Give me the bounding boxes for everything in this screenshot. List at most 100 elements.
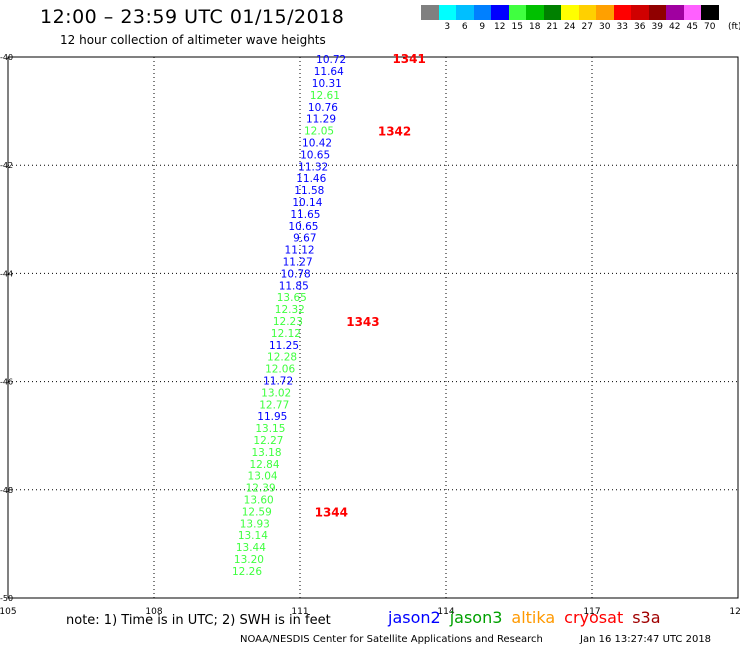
color-scale-swatch — [561, 5, 579, 20]
credit-text: NOAA/NESDIS Center for Satellite Applica… — [240, 634, 543, 645]
wave-height-label: 13.44 — [236, 542, 266, 554]
wave-height-label: 10.65 — [300, 149, 330, 161]
color-scale-label: 12 — [494, 22, 506, 32]
wave-height-label: 13.14 — [238, 530, 268, 542]
wave-height-label: 12.32 — [275, 304, 305, 316]
wave-height-label: 11.72 — [263, 376, 293, 388]
wave-height-label: 11.46 — [296, 173, 326, 185]
wave-height-label: 12.26 — [232, 566, 262, 578]
wave-height-label: 11.29 — [306, 114, 336, 126]
wave-height-label: 11.27 — [283, 256, 313, 268]
wave-height-label: 10.72 — [316, 54, 346, 66]
wave-height-label: 11.32 — [298, 161, 328, 173]
wave-height-label: 11.25 — [269, 340, 299, 352]
y-tick-label: -44 — [0, 269, 13, 278]
wave-height-label: 12.59 — [242, 506, 272, 518]
satellite-legend-item: jason3 — [449, 608, 503, 627]
wave-height-label: 13.20 — [234, 554, 264, 566]
pass-number-label: 1341 — [392, 52, 425, 66]
wave-height-label: 13.04 — [248, 471, 278, 483]
wave-height-label: 11.58 — [294, 185, 324, 197]
color-scale-label: 45 — [686, 22, 698, 32]
color-scale-unit: (ft) — [728, 22, 740, 32]
satellite-legend-item: s3a — [632, 608, 661, 627]
color-scale-label: 42 — [669, 22, 681, 32]
wave-height-label: 10.42 — [302, 137, 332, 149]
x-tick-label: 105 — [0, 607, 17, 617]
wave-height-label: 13.65 — [277, 292, 307, 304]
color-scale-swatch — [683, 5, 701, 20]
color-scale-swatch — [526, 5, 544, 20]
color-scale-swatch — [666, 5, 684, 20]
color-scale-swatch — [543, 5, 561, 20]
note-text: note: 1) Time is in UTC; 2) SWH is in fe… — [66, 613, 331, 628]
x-tick-label: 117 — [583, 607, 600, 617]
wave-height-label: 12.27 — [253, 435, 283, 447]
wave-height-label: 11.12 — [285, 245, 315, 257]
plot-frame — [7, 56, 739, 599]
wave-height-label: 10.78 — [281, 268, 311, 280]
color-scale-swatch — [596, 5, 614, 20]
wave-height-label: 11.95 — [257, 411, 287, 423]
color-scale-swatch — [421, 5, 439, 20]
y-tick-label: -50 — [0, 594, 13, 603]
wave-height-label: 13.93 — [240, 518, 270, 530]
color-scale-label: 21 — [546, 22, 558, 32]
wave-height-label: 10.14 — [292, 197, 322, 209]
color-scale-label: 39 — [651, 22, 663, 32]
wave-height-label: 11.64 — [314, 66, 344, 78]
pass-number-label: 1343 — [346, 315, 379, 329]
satellite-legend: jason2 jason3 altika cryosat s3a — [388, 608, 670, 627]
satellite-legend-item: cryosat — [564, 608, 624, 627]
x-tick-label: 108 — [145, 607, 162, 617]
color-scale-swatch — [491, 5, 509, 20]
wave-height-label: 13.02 — [261, 387, 291, 399]
wave-height-label: 12.39 — [246, 483, 276, 495]
color-scale-label: 9 — [479, 22, 486, 32]
color-scale-swatch — [648, 5, 666, 20]
color-scale-label: 70 — [704, 22, 716, 32]
y-tick-label: -46 — [0, 378, 13, 387]
wave-height-label: 13.15 — [255, 423, 285, 435]
color-scale-label: 30 — [599, 22, 611, 32]
wave-height-label: 12.84 — [249, 459, 279, 471]
wave-height-label: 10.76 — [308, 102, 338, 114]
wave-height-label: 11.85 — [279, 280, 309, 292]
x-tick-label: 111 — [291, 607, 308, 617]
color-scale-swatch — [578, 5, 596, 20]
satellite-legend-item: altika — [511, 608, 556, 627]
pass-number-label: 1344 — [315, 505, 348, 519]
color-scale-label: 15 — [511, 22, 523, 32]
wave-height-label: 12.61 — [310, 90, 340, 102]
color-scale-swatch — [701, 5, 719, 20]
wave-height-label: 11.65 — [290, 209, 320, 221]
color-scale-swatch — [438, 5, 456, 20]
chart-title: 12:00 – 23:59 UTC 01/15/2018 — [40, 6, 345, 28]
color-scale-swatch — [631, 5, 649, 20]
color-scale-label: 18 — [529, 22, 541, 32]
chart-subtitle: 12 hour collection of altimeter wave hei… — [60, 33, 326, 47]
color-scale-swatch — [508, 5, 526, 20]
wave-height-label: 12.77 — [259, 399, 289, 411]
wave-height-label: 13.60 — [244, 495, 274, 507]
x-tick-label: 120 — [729, 607, 740, 617]
generation-timestamp: Jan 16 13:27:47 UTC 2018 — [580, 634, 712, 645]
wave-height-label: 10.65 — [288, 221, 318, 233]
color-scale-swatch — [613, 5, 631, 20]
wave-height-label: 12.28 — [267, 352, 297, 364]
color-scale-label: 27 — [581, 22, 593, 32]
wave-height-label: 13.18 — [251, 447, 281, 459]
satellite-legend-item: jason2 — [388, 608, 441, 627]
x-tick-label: 114 — [437, 607, 454, 617]
y-tick-label: -48 — [0, 486, 13, 495]
pass-number-label: 1342 — [378, 125, 411, 139]
color-scale-label: 36 — [634, 22, 646, 32]
color-scale-label: 33 — [616, 22, 628, 32]
color-scale-swatch — [456, 5, 474, 20]
y-tick-label: -42 — [0, 161, 13, 170]
wave-height-label: 10.31 — [312, 78, 342, 90]
color-scale-label: 24 — [564, 22, 576, 32]
wave-height-label: 9.67 — [293, 233, 316, 245]
wave-height-label: 12.23 — [273, 316, 303, 328]
